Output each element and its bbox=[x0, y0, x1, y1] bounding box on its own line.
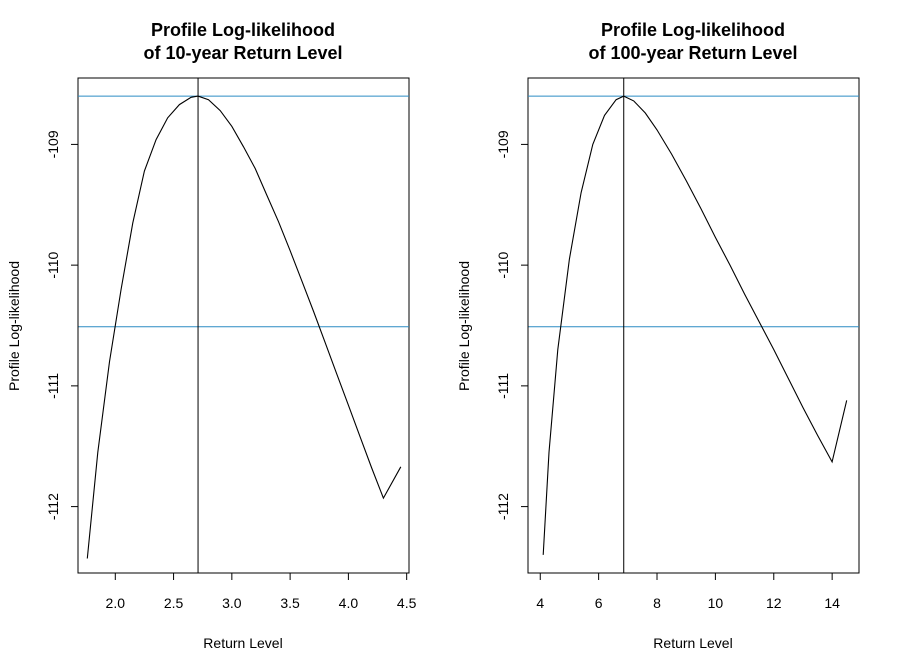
x-tick-label: 4 bbox=[536, 595, 544, 611]
x-tick-label: 2.0 bbox=[106, 595, 126, 611]
chart-panel-right: Profile Log-likelihood of 100-year Retur… bbox=[456, 20, 860, 651]
y-tick-label: -109 bbox=[45, 130, 61, 158]
x-tick-label: 6 bbox=[595, 595, 603, 611]
chart-panel-left: Profile Log-likelihood of 10-year Return… bbox=[6, 20, 417, 651]
x-tick-label: 10 bbox=[708, 595, 724, 611]
series-line bbox=[86, 95, 402, 559]
y-tick-label: -112 bbox=[495, 493, 511, 520]
x-tick-label: 3.0 bbox=[222, 595, 242, 611]
series-line bbox=[542, 95, 848, 555]
plot-area: 4 6 8 10 12 14 -109 -110 -111 -112 bbox=[495, 77, 860, 611]
y-tick-label: -110 bbox=[45, 251, 61, 278]
plot-area: 2.0 2.5 3.0 3.5 4.0 4.5 -109 -110 -111 -112 bbox=[45, 77, 417, 611]
x-tick-label: 3.5 bbox=[280, 595, 300, 611]
x-axis-label: Return Level bbox=[203, 635, 282, 651]
y-tick-label: -111 bbox=[45, 373, 61, 399]
x-tick-label: 4.0 bbox=[339, 595, 359, 611]
y-tick-label: -110 bbox=[495, 251, 511, 278]
chart-title-line2: of 10-year Return Level bbox=[143, 43, 342, 63]
y-tick-label: -109 bbox=[495, 130, 511, 158]
chart-title-line1: Profile Log-likelihood bbox=[601, 20, 785, 40]
y-axis-label: Profile Log-likelihood bbox=[456, 261, 472, 391]
y-axis-label: Profile Log-likelihood bbox=[6, 261, 22, 391]
x-tick-label: 12 bbox=[766, 595, 782, 611]
x-tick-label: 8 bbox=[653, 595, 661, 611]
y-tick-label: -112 bbox=[45, 493, 61, 520]
y-tick-label: -111 bbox=[495, 373, 511, 399]
chart-title-line2: of 100-year Return Level bbox=[588, 43, 797, 63]
chart-title-line1: Profile Log-likelihood bbox=[151, 20, 335, 40]
x-axis-label: Return Level bbox=[653, 635, 732, 651]
x-tick-label: 4.5 bbox=[397, 595, 417, 611]
x-tick-label: 14 bbox=[824, 595, 840, 611]
x-tick-label: 2.5 bbox=[164, 595, 184, 611]
